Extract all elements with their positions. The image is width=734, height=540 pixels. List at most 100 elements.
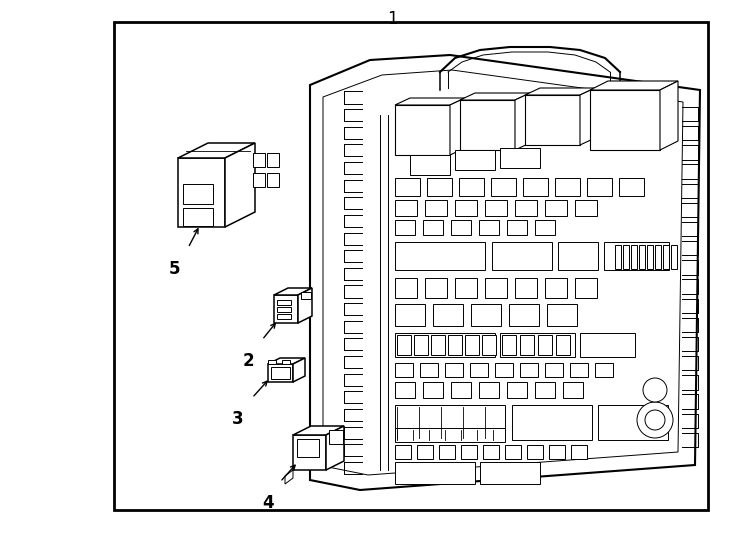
Bar: [483, 445, 499, 459]
Text: 3: 3: [232, 410, 244, 428]
Circle shape: [643, 378, 667, 402]
Bar: [623, 245, 629, 269]
Bar: [535, 220, 555, 235]
Bar: [479, 382, 499, 398]
Bar: [527, 445, 543, 459]
Bar: [423, 220, 443, 235]
Polygon shape: [293, 358, 305, 382]
Polygon shape: [590, 90, 660, 150]
Bar: [253, 173, 265, 187]
Bar: [397, 335, 411, 355]
Polygon shape: [525, 88, 595, 95]
Bar: [114, 22, 708, 510]
Bar: [631, 245, 637, 269]
Polygon shape: [326, 426, 344, 470]
Bar: [448, 335, 462, 355]
Bar: [619, 178, 644, 196]
Polygon shape: [282, 360, 290, 364]
Bar: [512, 405, 592, 440]
Text: 4: 4: [262, 494, 274, 512]
Bar: [492, 242, 552, 270]
Bar: [671, 245, 677, 269]
Bar: [500, 333, 575, 357]
Bar: [470, 363, 488, 377]
Bar: [183, 208, 213, 226]
Polygon shape: [268, 358, 305, 364]
Bar: [575, 200, 597, 216]
Bar: [395, 445, 411, 459]
Bar: [595, 363, 613, 377]
Bar: [253, 153, 265, 167]
Bar: [549, 445, 565, 459]
Bar: [571, 445, 587, 459]
Bar: [395, 242, 485, 270]
Bar: [663, 245, 669, 269]
Bar: [547, 304, 577, 326]
Bar: [425, 278, 447, 298]
Bar: [570, 363, 588, 377]
Bar: [655, 245, 661, 269]
Text: 1: 1: [388, 10, 398, 28]
Polygon shape: [450, 98, 465, 155]
Bar: [575, 278, 597, 298]
Bar: [277, 314, 291, 319]
Polygon shape: [580, 88, 595, 145]
Bar: [556, 335, 570, 355]
Polygon shape: [225, 143, 255, 227]
Bar: [507, 382, 527, 398]
Bar: [558, 242, 598, 270]
Bar: [395, 200, 417, 216]
Polygon shape: [285, 470, 293, 484]
Bar: [301, 292, 311, 299]
Bar: [451, 382, 471, 398]
Bar: [395, 382, 415, 398]
Polygon shape: [178, 158, 225, 227]
Bar: [604, 242, 669, 270]
Bar: [427, 178, 452, 196]
Bar: [598, 405, 668, 440]
Bar: [485, 278, 507, 298]
Bar: [395, 405, 505, 440]
Bar: [455, 278, 477, 298]
Bar: [461, 445, 477, 459]
Bar: [395, 278, 417, 298]
Bar: [414, 335, 428, 355]
Bar: [523, 178, 548, 196]
Text: 2: 2: [242, 352, 254, 370]
Polygon shape: [293, 435, 326, 470]
Bar: [479, 220, 499, 235]
Bar: [471, 304, 501, 326]
Polygon shape: [178, 143, 255, 158]
Polygon shape: [298, 288, 312, 323]
Bar: [515, 200, 537, 216]
Bar: [480, 462, 540, 484]
Bar: [545, 278, 567, 298]
Bar: [455, 200, 477, 216]
Bar: [451, 220, 471, 235]
Bar: [500, 148, 540, 168]
Bar: [410, 155, 450, 175]
Bar: [395, 304, 425, 326]
Bar: [502, 335, 516, 355]
Bar: [431, 335, 445, 355]
Polygon shape: [525, 95, 580, 145]
Bar: [297, 439, 319, 457]
Bar: [329, 430, 343, 444]
Bar: [507, 220, 527, 235]
Bar: [417, 445, 433, 459]
Bar: [439, 445, 455, 459]
Bar: [423, 382, 443, 398]
Polygon shape: [515, 93, 530, 150]
Bar: [395, 220, 415, 235]
Polygon shape: [268, 364, 293, 382]
Bar: [505, 445, 521, 459]
Bar: [647, 245, 653, 269]
Bar: [520, 363, 538, 377]
Bar: [563, 382, 583, 398]
Polygon shape: [395, 98, 465, 105]
Polygon shape: [293, 426, 344, 435]
Polygon shape: [310, 55, 700, 490]
Bar: [277, 307, 291, 312]
Bar: [639, 245, 645, 269]
Bar: [267, 173, 279, 187]
